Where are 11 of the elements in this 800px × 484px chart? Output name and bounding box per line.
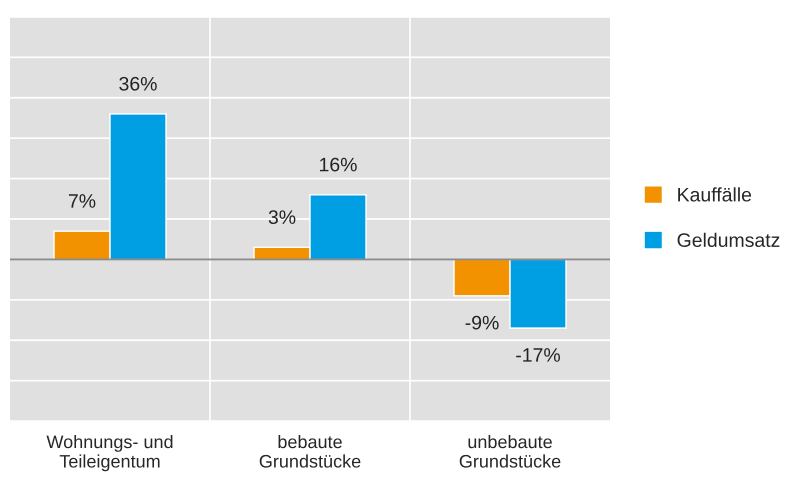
data-label: 16% xyxy=(320,158,357,172)
data-label: -17% xyxy=(516,348,560,362)
data-label: 7% xyxy=(68,194,96,208)
x-tick-label: Wohnungs- und Teileigentum xyxy=(46,434,172,472)
data-label: 3% xyxy=(268,210,296,224)
legend-label: Geldumsatz xyxy=(678,232,780,248)
data-label: -9% xyxy=(466,316,499,330)
x-tick-label: unbebaute Grundstücke xyxy=(460,434,560,468)
legend-label: Kauffälle xyxy=(678,187,752,202)
x-tick-label: bebaute Grundstücke xyxy=(260,434,360,468)
data-label: 36% xyxy=(119,76,157,91)
